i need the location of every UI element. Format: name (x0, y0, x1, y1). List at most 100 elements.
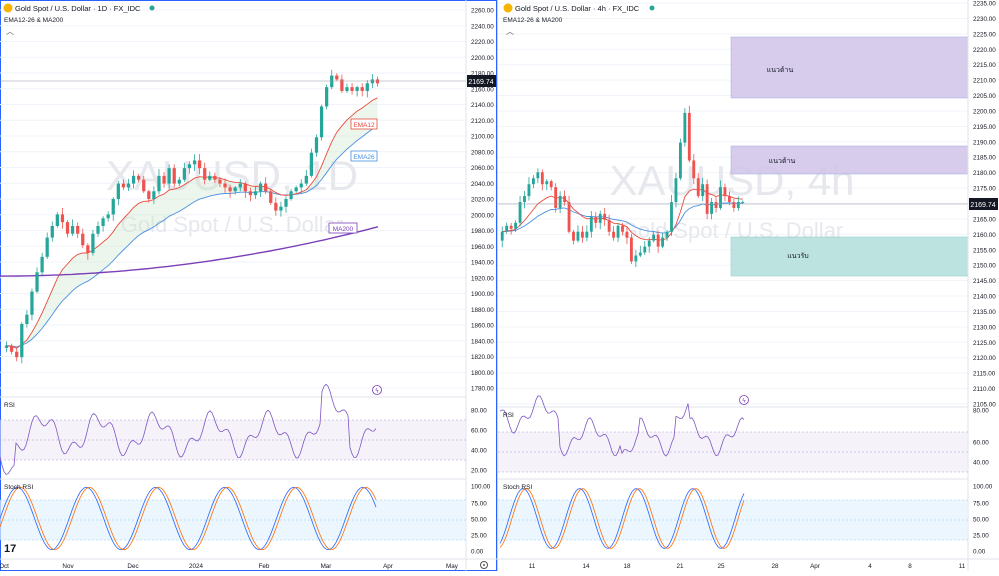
candle-body (356, 87, 359, 91)
candle-body (626, 232, 629, 238)
candle-body (590, 217, 593, 232)
candle-body (259, 184, 262, 192)
price-tick: 2155.00 (973, 247, 996, 254)
time-tick: Apr (383, 563, 393, 570)
svg-text:MA200: MA200 (333, 226, 354, 233)
price-tick: 2145.00 (973, 278, 996, 285)
right-rsi-label[interactable]: RSI (503, 412, 514, 419)
price-tick: 2130.00 (973, 324, 996, 331)
candle-body (577, 232, 580, 241)
indicator-tick: 40.00 (973, 460, 989, 467)
time-tick: 11 (529, 563, 536, 570)
candle-body (554, 187, 557, 208)
indicator-tick: 75.00 (973, 501, 989, 508)
candle-body (218, 180, 221, 184)
candle-body (46, 238, 49, 257)
candle-body (142, 180, 145, 192)
ema12-label: EMA12 (351, 119, 377, 129)
candle-body (697, 178, 700, 196)
candle-body (20, 324, 23, 357)
candle-body (254, 191, 257, 195)
candle-body (234, 187, 237, 191)
candle-body (239, 184, 242, 188)
resistance-zone-upper[interactable]: แนวต้าน (731, 37, 968, 98)
candle-body (56, 214, 59, 226)
support-zone[interactable]: แนวรับ (731, 237, 968, 276)
time-tick: 28 (771, 563, 779, 570)
candle-body (581, 232, 584, 238)
candle-body (559, 196, 562, 208)
price-tick: 2175.00 (973, 186, 996, 193)
candle-body (501, 232, 504, 241)
right-indicator-title[interactable]: EMA12-26 & MA200 (503, 17, 563, 24)
candle-body (249, 191, 252, 195)
time-tick: May (446, 563, 459, 570)
price-tick: 2200.00 (471, 55, 494, 62)
price-tick: 1920.00 (471, 275, 494, 282)
candle-body (572, 232, 575, 241)
indicator-tick: 25.00 (973, 533, 989, 540)
candle-body (706, 184, 709, 214)
left-stoch-label[interactable]: Stoch RSI (4, 484, 33, 491)
price-tick: 1940.00 (471, 260, 494, 267)
candle-body (91, 234, 94, 253)
time-tick: Dec (127, 563, 138, 570)
ema26-label: EMA26 (351, 151, 377, 161)
left-indicator-title[interactable]: EMA12-26 & MA200 (4, 17, 64, 24)
candle-body (183, 168, 186, 180)
candle-body (51, 226, 54, 238)
right-stoch-label[interactable]: Stoch RSI (503, 484, 532, 491)
candle-body (376, 79, 379, 83)
left-rsi-label[interactable]: RSI (4, 402, 15, 409)
resistance-zone-lower[interactable]: แนวต้าน (731, 146, 968, 174)
indicator-tick: 80.00 (973, 408, 989, 415)
market-status-icon (150, 6, 155, 11)
candle-body (345, 87, 348, 91)
candle-body (621, 226, 624, 232)
candle-body (96, 226, 99, 234)
time-tick: 8 (908, 563, 912, 570)
candle-body (132, 176, 135, 184)
candle-body (310, 153, 313, 176)
candle-body (325, 87, 328, 106)
price-tick: 2020.00 (471, 197, 494, 204)
price-tick: 1840.00 (471, 338, 494, 345)
svg-text:EMA26: EMA26 (353, 154, 375, 161)
candle-body (639, 253, 642, 256)
left-collapse-icon[interactable]: ︿ (6, 27, 14, 36)
price-tick: 2060.00 (471, 165, 494, 172)
candle-body (528, 184, 531, 196)
right-collapse-icon[interactable]: ︿ (506, 27, 514, 36)
candle-body (213, 176, 216, 180)
time-tick: 4 (868, 563, 872, 570)
price-tick: 1860.00 (471, 323, 494, 330)
tradingview-logo[interactable]: 17 (4, 543, 16, 555)
market-status-icon-right (650, 6, 655, 11)
price-tick: 2160.00 (973, 232, 996, 239)
svg-text:แนวต้าน: แนวต้าน (767, 66, 794, 74)
price-tick: 2220.00 (471, 39, 494, 46)
price-tick: 2080.00 (471, 149, 494, 156)
candle-body (617, 226, 620, 238)
indicator-tick: 0.00 (471, 549, 484, 556)
candle-body (661, 238, 664, 247)
candle-body (35, 272, 38, 291)
candle-body (76, 226, 79, 234)
candle-body (223, 184, 226, 188)
candle-body (264, 184, 267, 192)
right-symbol-title[interactable]: Gold Spot / U.S. Dollar · 4h · FX_IDC (515, 4, 640, 13)
price-tick: 1960.00 (471, 244, 494, 251)
candle-body (519, 202, 522, 223)
candle-body (361, 87, 364, 91)
indicator-tick: 20.00 (471, 468, 487, 475)
price-tick: 1900.00 (471, 291, 494, 298)
candle-body (228, 187, 231, 191)
candle-body (15, 352, 18, 357)
candle-body (112, 199, 115, 214)
gold-icon (4, 4, 13, 13)
candle-body (371, 79, 374, 83)
left-symbol-title[interactable]: Gold Spot / U.S. Dollar · 1D · FX_IDC (15, 4, 141, 13)
candle-body (193, 160, 196, 164)
price-tick: 2160.00 (471, 86, 494, 93)
